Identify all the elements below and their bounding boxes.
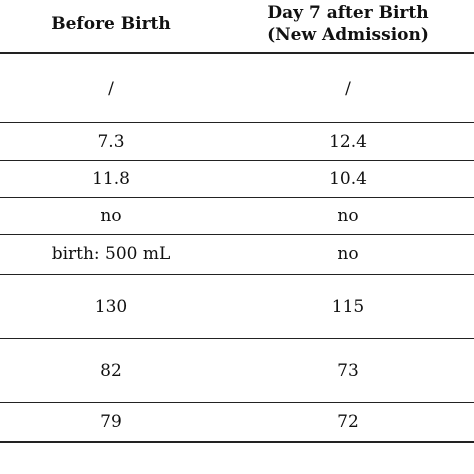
header-before-birth: Before Birth (0, 0, 222, 48)
table-cell: no (337, 206, 359, 226)
row-divider (0, 274, 474, 275)
table-cell: 130 (94, 296, 128, 317)
header-day7: Day 7 after Birth (New Admission) (222, 0, 474, 48)
table-cell: 79 (100, 412, 122, 432)
table-cell: 115 (331, 296, 365, 317)
table-cell: 7.3 (97, 132, 125, 152)
table-cell: 73 (337, 360, 359, 381)
row-divider (0, 338, 474, 339)
table-cell: 10.4 (329, 169, 367, 189)
header-day7-line1: Day 7 after Birth (267, 3, 429, 23)
table-cell: no (337, 244, 359, 264)
table-cell: 82 (100, 360, 122, 381)
table-cell: / (345, 79, 351, 99)
table-cell: 11.8 (92, 169, 130, 189)
header-day7-line2: (New Admission) (267, 25, 429, 45)
table-cell: no (100, 206, 122, 226)
row-divider (0, 402, 474, 403)
row-divider (0, 160, 474, 161)
table-cell: / (108, 79, 114, 99)
bottom-rule (0, 441, 474, 443)
table-cell: 12.4 (329, 132, 367, 152)
header-before-birth-label: Before Birth (51, 14, 171, 34)
table-cell: 72 (337, 412, 359, 432)
row-divider (0, 234, 474, 235)
table-cell: birth: 500 mL (51, 244, 171, 264)
row-divider (0, 197, 474, 198)
header-rule (0, 52, 474, 54)
row-divider (0, 122, 474, 123)
